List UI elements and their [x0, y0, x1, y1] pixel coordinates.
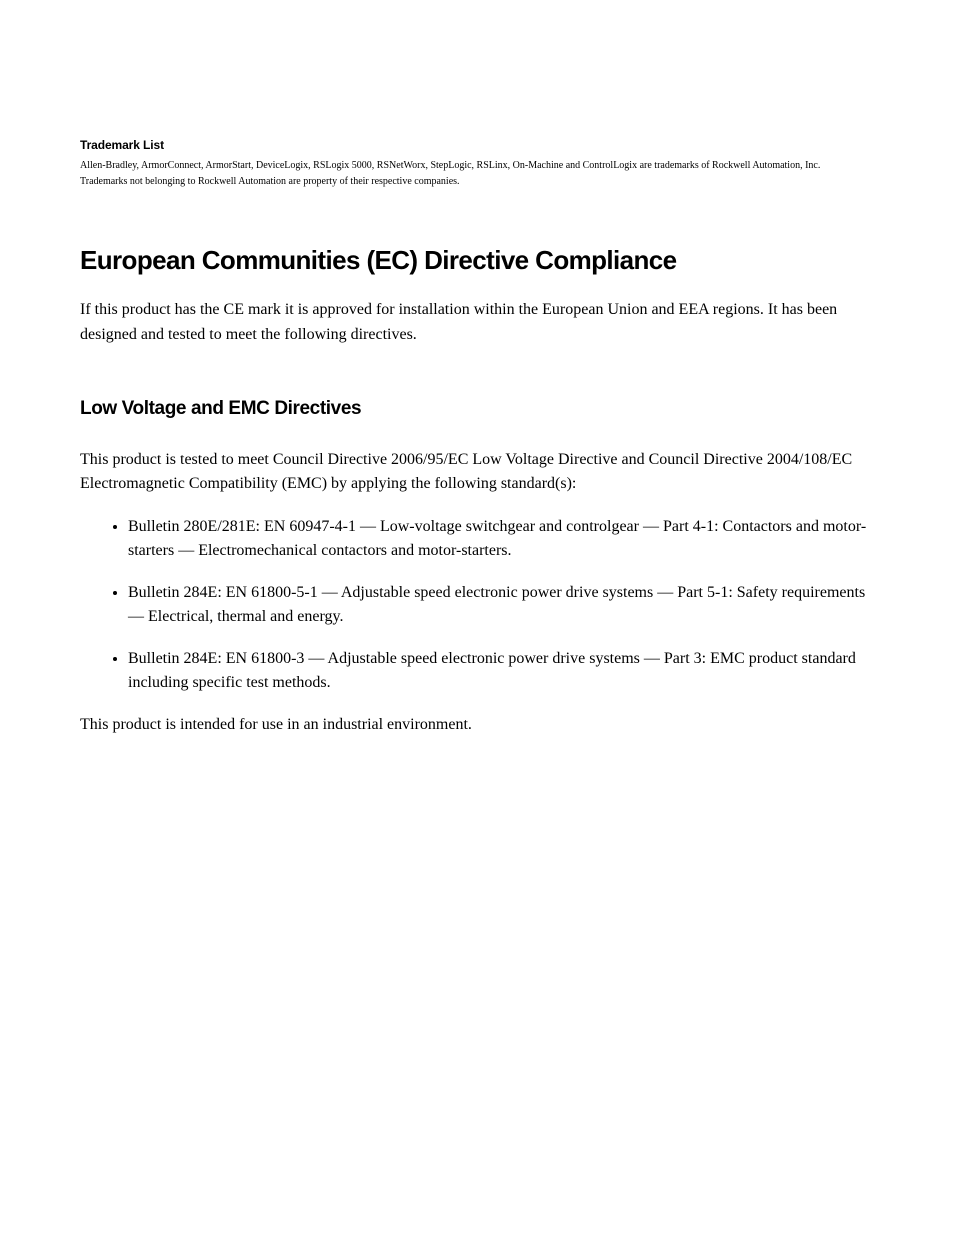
standards-list-item: Bulletin 284E: EN 61800-5-1 — Adjustable…: [128, 581, 874, 629]
standards-list-item: Bulletin 284E: EN 61800-3 — Adjustable s…: [128, 647, 874, 695]
section-low-voltage-outro: This product is intended for use in an i…: [80, 713, 874, 738]
section-ec-directive-paragraph: If this product has the CE mark it is ap…: [80, 298, 874, 348]
section-ec-directive-title: European Communities (EC) Directive Comp…: [80, 245, 874, 276]
trademark-line-1: Allen-Bradley, ArmorConnect, ArmorStart,…: [80, 158, 874, 174]
document-page: Trademark List Allen-Bradley, ArmorConne…: [0, 0, 954, 1235]
section-low-voltage-intro: This product is tested to meet Council D…: [80, 448, 874, 498]
standards-list: Bulletin 280E/281E: EN 60947-4-1 — Low-v…: [80, 515, 874, 695]
standards-list-item: Bulletin 280E/281E: EN 60947-4-1 — Low-v…: [128, 515, 874, 563]
section-low-voltage-title: Low Voltage and EMC Directives: [80, 398, 874, 420]
trademark-heading: Trademark List: [80, 138, 874, 152]
trademark-line-2: Trademarks not belonging to Rockwell Aut…: [80, 174, 874, 190]
